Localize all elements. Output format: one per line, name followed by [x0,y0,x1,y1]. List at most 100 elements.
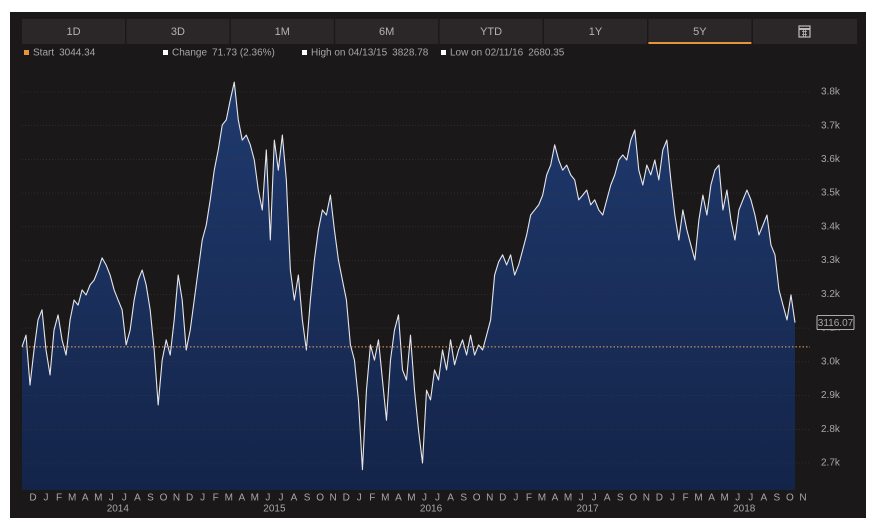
stat-label: Start [33,48,54,59]
stat-swatch [163,50,168,55]
x-tick-label: N [330,493,337,504]
button-label: 1M [275,26,290,38]
x-tick-label: J [200,493,205,504]
x-tick-label: A [134,493,141,504]
stat-swatch [441,50,446,55]
x-tick-label: A [760,493,767,504]
x-tick-label: J [278,493,283,504]
area-fill [22,82,795,490]
x-tick-label: J [592,493,597,504]
range-button[interactable]: 1D [22,19,125,44]
x-tick-label: M [94,493,102,504]
x-tick-label: A [604,493,611,504]
calendar-button[interactable] [753,19,857,44]
x-tick-label: D [343,493,350,504]
y-tick-label: 2.8k [821,424,841,435]
button-bg [22,19,125,44]
x-tick-label: S [304,493,311,504]
x-tick-label: N [173,493,180,504]
year-label: 2016 [420,504,443,515]
plot: 2.7k2.8k2.9k3.0k3.1k3.2k3.3k3.4k3.5k3.6k… [21,81,855,515]
y-tick-label: 2.9k [821,390,841,401]
x-tick-label: A [291,493,298,504]
x-tick-label: A [447,493,454,504]
x-tick-label: S [617,493,624,504]
x-tick-label: D [656,493,663,504]
button-label: 1D [66,26,80,38]
range-button[interactable]: YTD [439,19,543,44]
x-tick-label: J [670,493,675,504]
stat-value: 2680.35 [528,48,565,59]
x-tick-label: N [799,493,806,504]
y-tick-label: 3.2k [821,289,841,300]
range-button[interactable]: 3D [126,19,230,44]
x-tick-label: J [748,493,753,504]
x-tick-label: M [225,493,233,504]
range-button[interactable]: 5Y [648,19,752,44]
y-tick-label: 3.3k [821,255,841,266]
x-tick-label: F [56,493,62,504]
range-button[interactable]: 1Y [544,19,647,44]
stat-value: 3044.34 [59,48,96,59]
x-tick-label: J [735,493,740,504]
x-tick-label: M [694,493,702,504]
year-label: 2017 [577,504,600,515]
range-button[interactable]: 6M [335,19,439,44]
price-line [21,81,796,471]
x-tick-label: N [643,493,650,504]
x-tick-label: O [316,493,324,504]
x-tick-label: N [486,493,493,504]
y-tick-label: 3.8k [821,87,841,98]
button-bg [544,19,647,44]
x-tick-label: F [369,493,375,504]
last-value-label: 3116.07 [818,318,854,329]
button-bg [335,19,439,44]
x-tick-label: D [499,493,506,504]
y-tick-label: 3.5k [821,188,841,199]
x-tick-label: F [526,493,532,504]
x-tick-label: M [381,493,389,504]
x-tick-label: O [160,493,168,504]
year-label: 2018 [733,504,756,515]
x-tick-label: J [513,493,518,504]
x-tick-label: S [774,493,781,504]
range-button[interactable]: 1M [230,19,334,44]
x-tick-label: S [147,493,154,504]
x-tick-label: A [238,493,245,504]
button-label: 5Y [693,26,707,38]
button-label: 6M [379,26,394,38]
x-tick-label: M [68,493,76,504]
selected-underline [648,42,752,44]
x-tick-label: D [186,493,193,504]
x-tick-label: O [629,493,637,504]
x-tick-label: S [460,493,467,504]
button-label: 1Y [589,26,603,38]
x-tick-label: J [122,493,127,504]
x-tick-label: J [422,493,427,504]
x-tick-label: J [109,493,114,504]
x-tick-label: A [708,493,715,504]
button-label: YTD [480,26,502,38]
stat-label: Change [172,48,207,59]
x-tick-label: J [44,493,49,504]
x-tick-label: M [251,493,259,504]
x-tick-label: O [786,493,794,504]
button-bg [126,19,230,44]
year-label: 2015 [263,504,286,515]
button-bg [439,19,543,44]
x-tick-label: A [82,493,89,504]
stat-label: Low on 02/11/16 [450,48,524,59]
button-label: 3D [171,26,185,38]
x-tick-label: J [435,493,440,504]
x-tick-label: M [407,493,415,504]
last-value-box [816,315,855,331]
stat-value: 71.73 (2.36%) [212,48,275,59]
x-tick-label: O [473,493,481,504]
x-tick-label: J [579,493,584,504]
stat-swatch [24,50,29,55]
y-tick-label: 3.0k [821,356,841,367]
y-tick-label: 2.7k [821,458,841,469]
x-tick-label: J [357,493,362,504]
